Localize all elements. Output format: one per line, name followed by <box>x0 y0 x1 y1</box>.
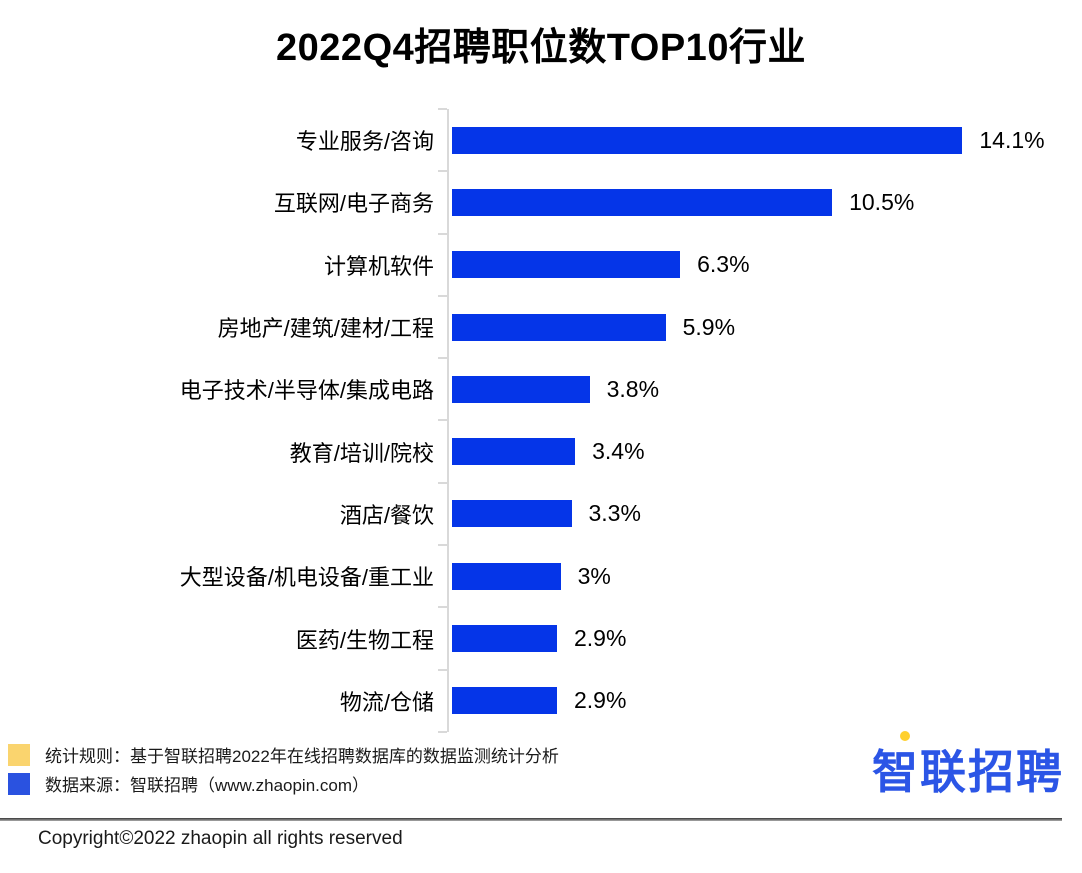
bar <box>452 625 557 653</box>
bar <box>452 375 590 403</box>
plot-cell: 6.3% <box>438 232 1082 296</box>
plot-cell: 10.5% <box>438 170 1082 234</box>
category-label: 物流/仓储 <box>339 689 434 715</box>
chart-row: 医药/生物工程 2.9% <box>0 606 1082 670</box>
legend-item-source: 数据来源：智联招聘（www.zhaopin.com） <box>8 771 559 796</box>
legend-swatch-blue <box>8 772 30 795</box>
plot-cell: 14.1% <box>438 107 1082 172</box>
bar <box>452 438 576 466</box>
plot-cell: 2.9% <box>438 606 1082 670</box>
logo-text: 智联招聘 <box>872 746 1064 798</box>
value-label: 14.1% <box>979 126 1045 153</box>
chart-title: 2022Q4招聘职位数TOP10行业 <box>276 27 806 69</box>
value-label: 3.8% <box>606 375 660 402</box>
zhaopin-logo: 智联招聘 <box>872 731 1064 802</box>
category-label: 电子技术/半导体/集成电路 <box>179 378 434 404</box>
legend-text: 数据来源：智联招聘（www.zhaopin.com） <box>45 776 370 795</box>
legend-text: 统计规则：基于智联招聘2022年在线招聘数据库的数据监测统计分析 <box>45 747 559 766</box>
value-label: 2.9% <box>574 625 627 652</box>
logo-accent-ring-icon <box>900 731 910 741</box>
chart-row: 房地产/建筑/建材/工程 5.9% <box>0 294 1082 359</box>
value-label: 3% <box>577 562 611 589</box>
category-label: 计算机软件 <box>323 253 434 279</box>
bar-chart: 专业服务/咨询 14.1% 互联网/电子商务 10.5% 计算机软件 6.3% … <box>0 107 1082 734</box>
chart-row: 酒店/餐饮 3.3% <box>0 481 1082 546</box>
category-label: 酒店/餐饮 <box>339 502 434 528</box>
chart-row: 物流/仓储 2.9% <box>0 668 1082 734</box>
category-label: 教育/培训/院校 <box>289 440 434 466</box>
footer: 统计规则：基于智联招聘2022年在线招聘数据库的数据监测统计分析 数据来源：智联… <box>8 731 1070 802</box>
category-label: 医药/生物工程 <box>295 627 434 653</box>
value-label: 10.5% <box>849 188 915 215</box>
value-label: 2.9% <box>574 687 627 714</box>
plot-cell: 3.8% <box>438 357 1082 421</box>
chart-row: 大型设备/机电设备/重工业 3% <box>0 544 1082 608</box>
category-label: 专业服务/咨询 <box>295 129 434 155</box>
copyright-text: Copyright©2022 zhaopin all rights reserv… <box>38 828 403 849</box>
chart-row: 计算机软件 6.3% <box>0 232 1082 296</box>
plot-cell: 3% <box>438 544 1082 608</box>
chart-row: 教育/培训/院校 3.4% <box>0 419 1082 483</box>
bar <box>452 687 557 715</box>
chart-row: 电子技术/半导体/集成电路 3.8% <box>0 357 1082 421</box>
divider-line <box>0 818 1062 821</box>
category-label: 互联网/电子商务 <box>273 191 434 217</box>
bar <box>452 126 963 154</box>
plot-cell: 3.4% <box>438 419 1082 483</box>
value-label: 3.4% <box>592 438 645 465</box>
bar <box>452 500 572 528</box>
plot-cell: 2.9% <box>438 668 1082 734</box>
chart-row: 专业服务/咨询 14.1% <box>0 107 1082 172</box>
plot-cell: 3.3% <box>438 481 1082 546</box>
legend-item-rules: 统计规则：基于智联招聘2022年在线招聘数据库的数据监测统计分析 <box>8 742 559 767</box>
value-label: 5.9% <box>682 313 736 340</box>
category-label: 大型设备/机电设备/重工业 <box>179 565 434 591</box>
legend-swatch-yellow <box>8 743 30 766</box>
bar <box>452 313 666 341</box>
chart-row: 互联网/电子商务 10.5% <box>0 170 1082 234</box>
footnote-legend: 统计规则：基于智联招聘2022年在线招聘数据库的数据监测统计分析 数据来源：智联… <box>8 738 559 800</box>
value-label: 3.3% <box>588 500 641 527</box>
bar <box>452 251 681 279</box>
category-label: 房地产/建筑/建材/工程 <box>217 316 434 342</box>
bar <box>452 562 561 590</box>
bar <box>452 188 833 216</box>
value-label: 6.3% <box>697 251 750 278</box>
plot-cell: 5.9% <box>438 294 1082 359</box>
